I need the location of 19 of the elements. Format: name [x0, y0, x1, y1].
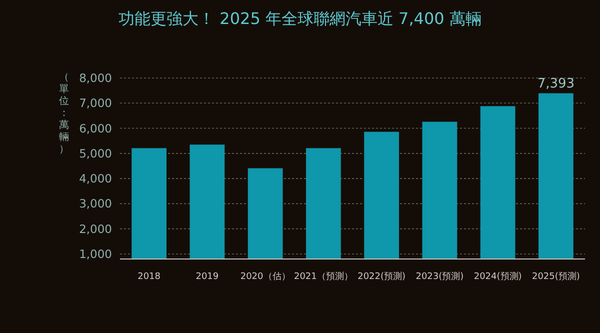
x-tick-label: 2025(預測) — [532, 271, 580, 282]
y-tick-label: 7,000 — [79, 96, 112, 110]
chart-title: 功能更強大！ 2025 年全球聯網汽車近 7,400 萬輛 — [118, 9, 482, 28]
x-tick-label: 2024(預測) — [474, 271, 522, 282]
y-tick-label: 4,000 — [79, 172, 112, 186]
y-tick-label: 6,000 — [79, 121, 112, 136]
x-tick-label: 2019 — [196, 272, 219, 282]
x-tick-label: 2020（估） — [240, 271, 290, 282]
x-tick-label: 2018 — [138, 272, 161, 282]
x-tick-label: 2021（預測） — [294, 271, 353, 282]
y-tick-label: 8,000 — [79, 71, 112, 85]
y-axis-title: （單位：萬輛） — [59, 72, 69, 155]
data-label: 7,393 — [537, 76, 575, 92]
y-tick-label: 1,000 — [79, 246, 112, 261]
x-tick-label: 2023(預測) — [416, 271, 464, 282]
y-tick-label: 5,000 — [79, 146, 112, 160]
y-tick-label: 3,000 — [79, 196, 112, 211]
y-tick-label: 2,000 — [79, 222, 112, 236]
x-tick-label: 2022(預測) — [358, 271, 406, 282]
